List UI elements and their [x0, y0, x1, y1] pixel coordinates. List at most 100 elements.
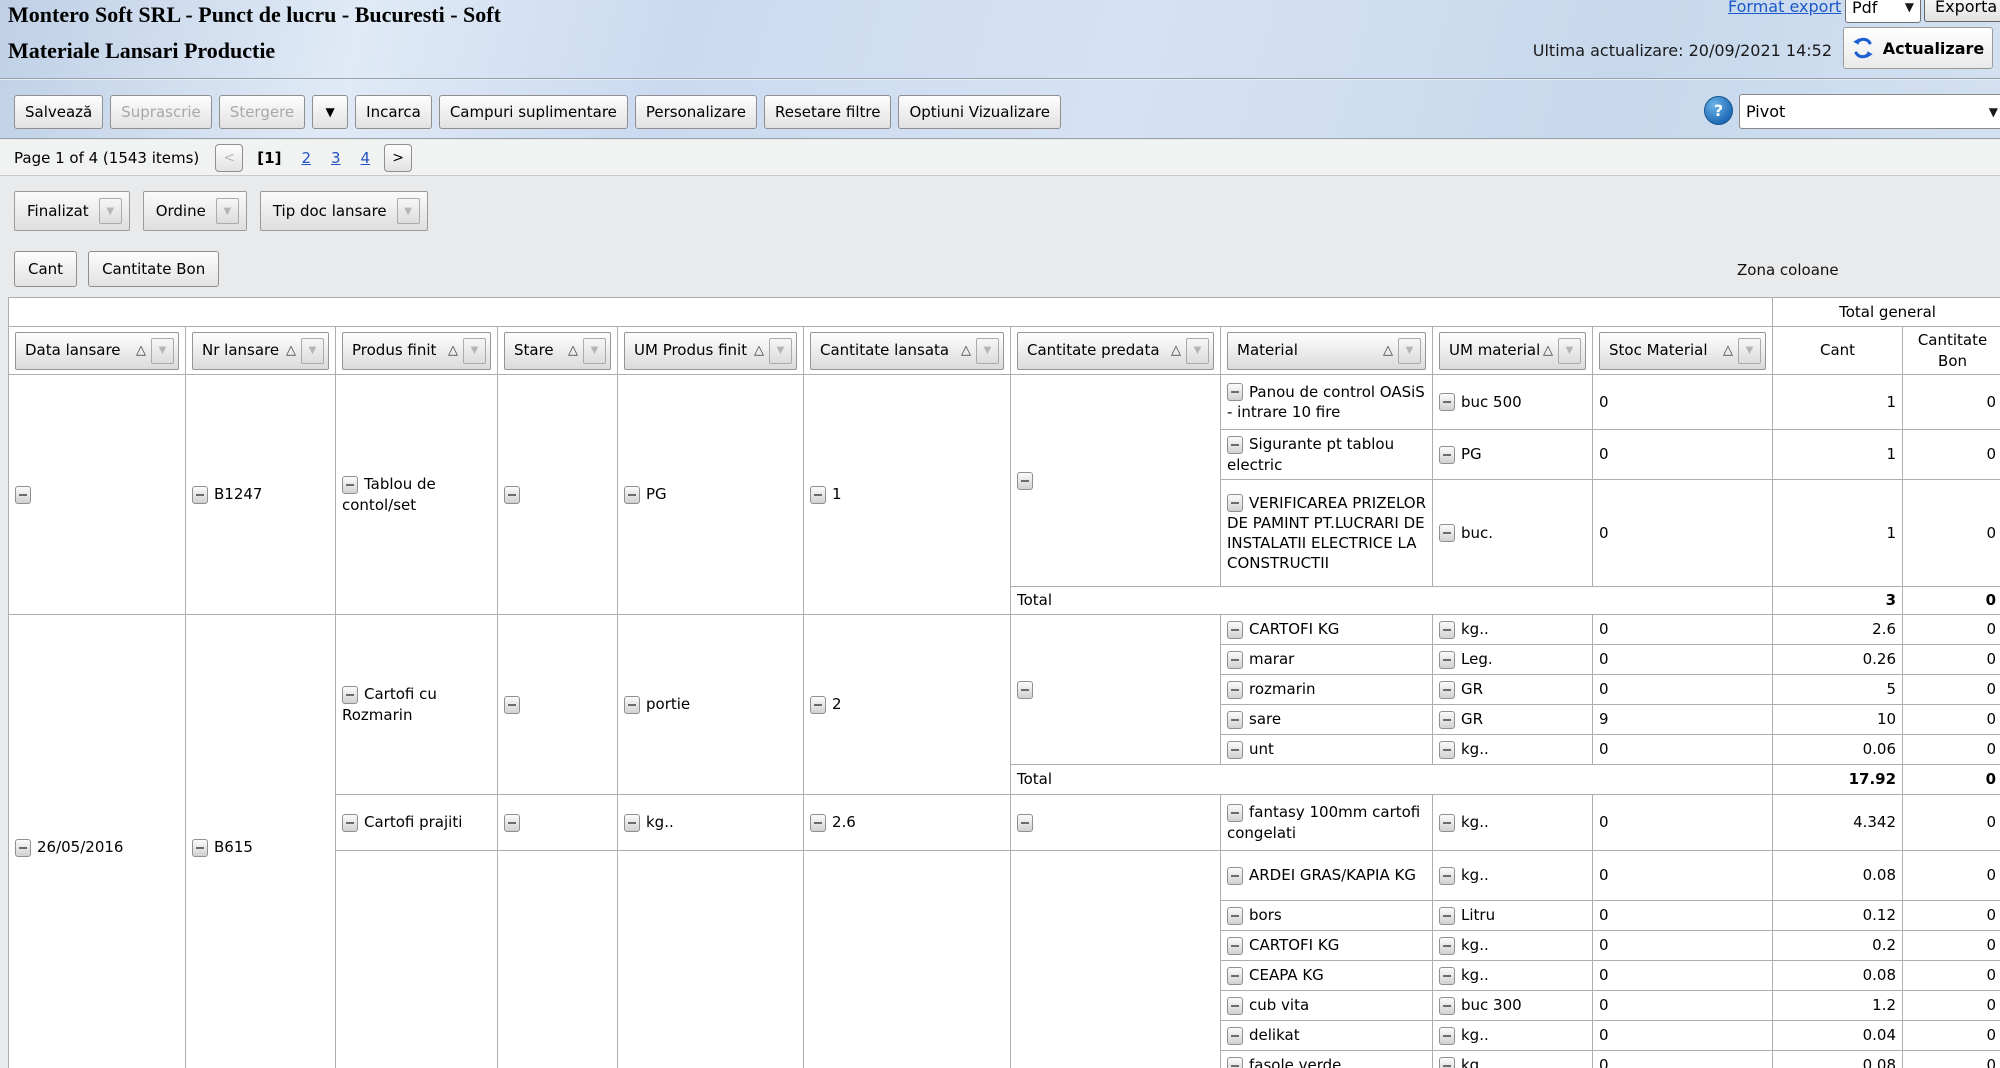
collapse-icon[interactable] [1227, 740, 1243, 759]
collapse-icon[interactable] [342, 813, 358, 832]
prev-page-button[interactable]: < [215, 143, 244, 172]
collapse-icon[interactable] [1439, 445, 1455, 464]
view-options-button[interactable]: Optiuni Vizualizare [898, 95, 1061, 129]
collapse-icon[interactable] [1227, 620, 1243, 639]
collapse-icon[interactable] [192, 485, 208, 504]
filter-dropdown-icon[interactable]: ▼ [976, 337, 999, 364]
collapse-icon[interactable] [1439, 936, 1455, 955]
collapse-icon[interactable] [1227, 866, 1243, 885]
help-icon[interactable]: ? [1704, 96, 1733, 125]
column-header-material[interactable]: Material △ ▼ [1227, 331, 1426, 370]
collapse-icon[interactable] [1227, 1056, 1243, 1068]
save-button[interactable]: Salvează [14, 95, 104, 129]
page-link-2[interactable]: 2 [301, 148, 311, 167]
column-header-data-lansare[interactable]: Data lansare △ ▼ [15, 331, 179, 370]
filter-dropdown-icon[interactable]: ▼ [769, 337, 792, 364]
collapse-icon[interactable] [504, 485, 520, 504]
data-field-cant[interactable]: Cant [14, 251, 78, 287]
save-options-dropdown-button[interactable]: ▼ [312, 95, 349, 129]
column-header-cantitate-predata[interactable]: Cantitate predata △ ▼ [1017, 331, 1214, 370]
collapse-icon[interactable] [1227, 435, 1243, 454]
collapse-icon[interactable] [15, 485, 31, 504]
personalize-button[interactable]: Personalizare [634, 95, 757, 129]
filter-dropdown-icon[interactable]: ▼ [583, 337, 606, 364]
format-export-link[interactable]: Format export [1728, 0, 1842, 16]
collapse-icon[interactable] [192, 838, 208, 857]
collapse-icon[interactable] [624, 485, 640, 504]
collapse-icon[interactable] [1439, 906, 1455, 925]
next-page-button[interactable]: > [384, 143, 413, 172]
collapse-icon[interactable] [1439, 710, 1455, 729]
collapse-icon[interactable] [810, 695, 826, 714]
collapse-icon[interactable] [504, 695, 520, 714]
collapse-icon[interactable] [1017, 680, 1033, 699]
export-format-select[interactable]: Pdf ▼ [1845, 0, 1921, 23]
view-mode-select[interactable]: Pivot ▼ [1739, 94, 2000, 129]
collapse-icon[interactable] [624, 695, 640, 714]
page-link-4[interactable]: 4 [360, 148, 371, 167]
collapse-icon[interactable] [504, 813, 520, 832]
collapse-icon[interactable] [1439, 393, 1455, 412]
column-header-nr-lansare[interactable]: Nr lansare △ ▼ [192, 331, 329, 370]
filter-field-finalizat[interactable]: Finalizat ▼ [14, 191, 130, 231]
column-header-stare[interactable]: Stare △ ▼ [504, 331, 611, 370]
extra-fields-button[interactable]: Campuri suplimentare [438, 95, 628, 129]
filter-dropdown-icon[interactable]: ▼ [1558, 337, 1581, 364]
cell-um-material: kg.. [1432, 960, 1593, 991]
cell-stare [497, 850, 618, 1068]
collapse-icon[interactable] [1439, 524, 1455, 543]
collapse-icon[interactable] [1227, 710, 1243, 729]
column-header-um-produs-finit[interactable]: UM Produs finit △ ▼ [624, 331, 797, 370]
collapse-icon[interactable] [1439, 866, 1455, 885]
filter-dropdown-icon[interactable]: ▼ [1738, 337, 1762, 364]
collapse-icon[interactable] [1227, 906, 1243, 925]
column-header-stoc-material[interactable]: Stoc Material △ ▼ [1599, 331, 1767, 370]
collapse-icon[interactable] [1227, 680, 1243, 699]
collapse-icon[interactable] [1439, 996, 1455, 1015]
filter-dropdown-icon[interactable]: ▼ [396, 198, 420, 224]
collapse-icon[interactable] [810, 813, 826, 832]
collapse-icon[interactable] [1227, 803, 1243, 822]
filter-dropdown-icon[interactable]: ▼ [463, 337, 486, 364]
column-header-cantitate-lansata[interactable]: Cantitate lansata △ ▼ [810, 331, 1004, 370]
collapse-icon[interactable] [1227, 383, 1243, 402]
collapse-icon[interactable] [1227, 996, 1243, 1015]
collapse-icon[interactable] [624, 813, 640, 832]
collapse-icon[interactable] [1439, 1056, 1455, 1068]
pagination-bar: Page 1 of 4 (1543 items) < [1] 2 3 4 > [0, 140, 2000, 176]
filter-dropdown-icon[interactable]: ▼ [1398, 337, 1421, 364]
exporta-button[interactable]: Exporta [1924, 0, 2000, 22]
collapse-icon[interactable] [342, 685, 358, 704]
collapse-icon[interactable] [1227, 650, 1243, 669]
collapse-icon[interactable] [15, 838, 31, 857]
filter-dropdown-icon[interactable]: ▼ [98, 198, 122, 224]
collapse-icon[interactable] [1227, 936, 1243, 955]
reset-filters-button[interactable]: Resetare filtre [763, 95, 892, 129]
page-link-3[interactable]: 3 [330, 148, 341, 167]
column-header-produs-finit[interactable]: Produs finit △ ▼ [342, 331, 491, 370]
filter-field-tip-doc-lansare[interactable]: Tip doc lansare ▼ [259, 191, 428, 231]
column-header-um-material[interactable]: UM material △ ▼ [1439, 331, 1586, 370]
filter-field-ordine[interactable]: Ordine ▼ [142, 191, 247, 231]
filter-dropdown-icon[interactable]: ▼ [215, 198, 239, 224]
collapse-icon[interactable] [1439, 620, 1455, 639]
collapse-icon[interactable] [1017, 471, 1033, 490]
filter-dropdown-icon[interactable]: ▼ [1186, 337, 1209, 364]
collapse-icon[interactable] [1439, 740, 1455, 759]
collapse-icon[interactable] [1439, 813, 1455, 832]
data-field-cantitate-bon[interactable]: Cantitate Bon [88, 251, 220, 287]
actualizare-button[interactable]: Actualizare [1843, 27, 1993, 69]
filter-dropdown-icon[interactable]: ▼ [151, 337, 174, 364]
collapse-icon[interactable] [1017, 813, 1033, 832]
collapse-icon[interactable] [1227, 1026, 1243, 1045]
collapse-icon[interactable] [342, 475, 358, 494]
collapse-icon[interactable] [810, 485, 826, 504]
filter-dropdown-icon[interactable]: ▼ [301, 337, 324, 364]
load-button[interactable]: Incarca [355, 95, 432, 129]
collapse-icon[interactable] [1227, 966, 1243, 985]
collapse-icon[interactable] [1439, 650, 1455, 669]
collapse-icon[interactable] [1227, 494, 1243, 512]
collapse-icon[interactable] [1439, 966, 1455, 985]
collapse-icon[interactable] [1439, 1026, 1455, 1045]
collapse-icon[interactable] [1439, 680, 1455, 699]
